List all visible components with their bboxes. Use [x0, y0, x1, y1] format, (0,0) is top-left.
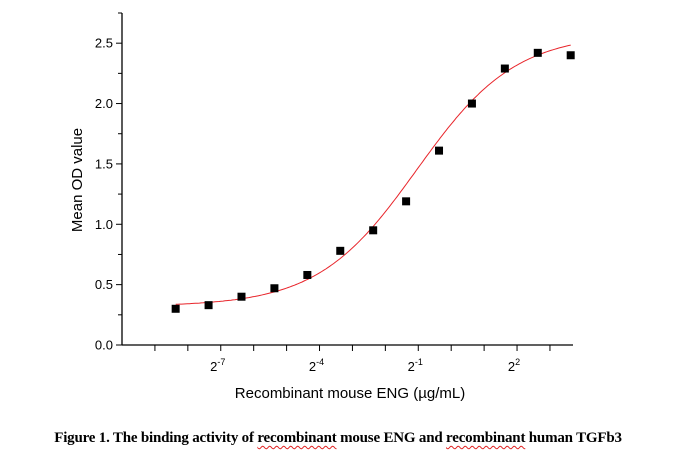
x-tick-label: 2-4	[309, 357, 324, 374]
caption-part: Figure 1. The binding activity of	[54, 430, 258, 446]
data-point	[270, 284, 279, 293]
data-point	[467, 99, 476, 108]
x-tick-label: 22	[508, 357, 520, 374]
data-point	[500, 64, 509, 73]
fit-curve	[175, 44, 571, 305]
data-point	[369, 226, 378, 235]
chart: 0.0 0.5 1.0 1.5 2.0 2.5 2-7 2-4 2-1 22 Mean OD va…	[69, 12, 575, 402]
x-axis-title: Recombinant mouse ENG (µg/mL)	[235, 385, 465, 402]
y-axis-title: Mean OD value	[69, 128, 86, 232]
y-tick-label: 1.0	[95, 217, 113, 232]
figure-caption: Figure 1. The binding activity of recomb…	[0, 430, 676, 447]
data-point	[402, 197, 411, 206]
x-tick-label: 2-1	[408, 357, 423, 374]
data-point	[171, 304, 180, 313]
y-tick-label: 1.5	[95, 156, 113, 171]
data-point	[237, 292, 246, 301]
data-points	[171, 48, 575, 313]
data-point	[303, 270, 312, 279]
axes: 0.0 0.5 1.0 1.5 2.0 2.5 2-7 2-4 2-1 22	[95, 12, 573, 374]
y-tick-label: 0.0	[95, 338, 113, 353]
data-point	[435, 146, 444, 155]
caption-part: mouse ENG and	[336, 430, 447, 446]
caption-part: human TGFb3	[525, 430, 622, 446]
y-tick-label: 0.5	[95, 277, 113, 292]
caption-part: recombinant	[446, 430, 526, 446]
data-point	[533, 48, 542, 57]
caption-part: recombinant	[257, 430, 337, 446]
x-tick-label: 2-7	[210, 357, 225, 374]
data-point	[566, 51, 575, 60]
y-tick-label: 2.5	[95, 36, 113, 51]
data-point	[204, 301, 213, 310]
data-point	[336, 246, 345, 255]
y-tick-label: 2.0	[95, 96, 113, 111]
